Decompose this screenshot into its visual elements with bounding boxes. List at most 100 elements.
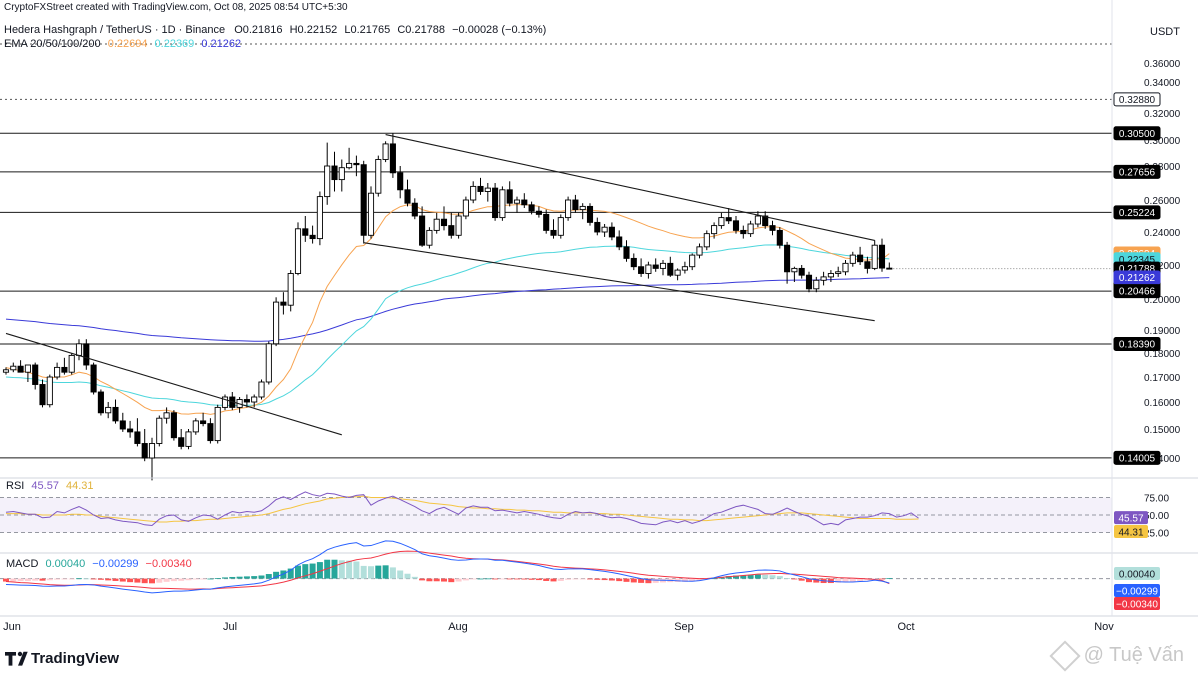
candle[interactable] xyxy=(805,271,813,293)
candle[interactable] xyxy=(784,241,791,284)
candle[interactable] xyxy=(83,339,90,370)
candle[interactable] xyxy=(703,230,710,251)
candle[interactable] xyxy=(90,362,97,395)
candle[interactable] xyxy=(506,181,513,207)
ema-legend[interactable]: EMA 20/50/100/200 0.22694 0.22369 0.2126… xyxy=(4,38,241,50)
candle[interactable] xyxy=(156,415,163,447)
candle[interactable] xyxy=(820,271,827,286)
macd-legend[interactable]: MACD 0.00040 −0.00299 −0.00340 xyxy=(6,558,192,570)
candle[interactable] xyxy=(141,429,148,462)
candle[interactable] xyxy=(258,379,265,400)
price-label-black[interactable]: 0.14005 xyxy=(1113,450,1161,465)
candle[interactable] xyxy=(769,220,776,236)
candle[interactable] xyxy=(623,240,630,262)
candle[interactable] xyxy=(32,362,39,390)
candle[interactable] xyxy=(521,193,528,208)
candle[interactable] xyxy=(221,394,229,411)
candle[interactable] xyxy=(492,183,499,221)
symbol-legend[interactable]: Hedera Hashgraph / TetherUS · 1D · Binan… xyxy=(4,24,546,36)
price-label-outline[interactable]: 0.32880 xyxy=(1113,92,1161,107)
candle[interactable] xyxy=(280,292,287,315)
tradingview-logo[interactable]: TradingView xyxy=(5,650,119,667)
candle[interactable] xyxy=(68,353,75,375)
candle[interactable] xyxy=(360,160,367,244)
rsi-ma-line[interactable] xyxy=(6,495,919,523)
price-label-ema200[interactable]: 0.21262 xyxy=(1113,270,1161,285)
candle[interactable] xyxy=(557,214,564,239)
candle[interactable] xyxy=(192,418,199,435)
currency-label[interactable]: USDT xyxy=(1150,26,1180,38)
candle[interactable] xyxy=(265,341,272,385)
candle[interactable] xyxy=(389,133,396,178)
candle[interactable] xyxy=(367,186,375,239)
candle[interactable] xyxy=(331,151,338,192)
candle[interactable] xyxy=(827,270,834,282)
price-label-black[interactable]: 0.30500 xyxy=(1113,126,1161,141)
candle[interactable] xyxy=(586,203,594,226)
rsi-line[interactable] xyxy=(5,491,919,527)
trendline[interactable] xyxy=(363,242,875,322)
candle[interactable] xyxy=(740,225,747,239)
candle[interactable] xyxy=(842,260,849,276)
ema200-line[interactable] xyxy=(5,277,890,342)
candle[interactable] xyxy=(61,357,68,375)
candle[interactable] xyxy=(616,230,623,251)
trendlines[interactable] xyxy=(5,134,875,436)
candle[interactable] xyxy=(528,201,535,215)
candle[interactable] xyxy=(39,379,46,408)
candle[interactable] xyxy=(17,360,24,373)
macd-signal-line[interactable] xyxy=(5,550,890,590)
candle[interactable] xyxy=(243,394,250,408)
candle[interactable] xyxy=(835,266,842,277)
candle[interactable] xyxy=(200,412,207,427)
candle[interactable] xyxy=(565,196,572,221)
candle[interactable] xyxy=(572,194,579,213)
candle[interactable] xyxy=(638,258,645,277)
candle[interactable] xyxy=(878,238,886,272)
candle[interactable] xyxy=(375,155,382,197)
candle[interactable] xyxy=(207,418,214,444)
candle[interactable] xyxy=(105,402,112,419)
candle[interactable] xyxy=(273,297,280,347)
candle[interactable] xyxy=(185,429,192,450)
candle[interactable] xyxy=(324,142,331,205)
ema50-line[interactable] xyxy=(5,244,890,407)
candle[interactable] xyxy=(813,276,820,293)
candle[interactable] xyxy=(54,362,61,380)
macd-line[interactable] xyxy=(5,540,890,594)
candle[interactable] xyxy=(338,159,345,192)
candle[interactable] xyxy=(353,155,360,177)
candle[interactable] xyxy=(455,212,462,239)
candle[interactable] xyxy=(2,367,10,375)
candle[interactable] xyxy=(499,186,506,221)
macd-pane[interactable]: 0.00040 −0.00299 −0.00340 xyxy=(0,540,1160,611)
candle[interactable] xyxy=(119,412,126,432)
candle[interactable] xyxy=(214,404,221,444)
candle[interactable] xyxy=(178,429,185,450)
candle[interactable] xyxy=(747,220,754,237)
candle[interactable] xyxy=(513,196,521,213)
candle[interactable] xyxy=(127,420,134,438)
candle[interactable] xyxy=(857,246,864,265)
candle[interactable] xyxy=(134,418,141,447)
candle[interactable] xyxy=(10,362,17,373)
trendline[interactable] xyxy=(385,134,875,241)
candle[interactable] xyxy=(302,216,309,242)
candlesticks[interactable] xyxy=(2,133,893,481)
candle[interactable] xyxy=(170,410,177,441)
candle[interactable] xyxy=(681,261,688,274)
candle[interactable] xyxy=(652,258,659,272)
candle[interactable] xyxy=(594,217,601,236)
rsi-legend[interactable]: RSI 45.57 44.31 xyxy=(6,480,94,492)
candle[interactable] xyxy=(309,225,316,244)
price-label-black[interactable]: 0.27656 xyxy=(1113,164,1161,179)
candle[interactable] xyxy=(849,251,856,267)
candle[interactable] xyxy=(46,374,53,408)
candle[interactable] xyxy=(579,203,586,220)
candle[interactable] xyxy=(316,191,323,246)
candle[interactable] xyxy=(448,212,455,239)
candle[interactable] xyxy=(864,256,871,274)
